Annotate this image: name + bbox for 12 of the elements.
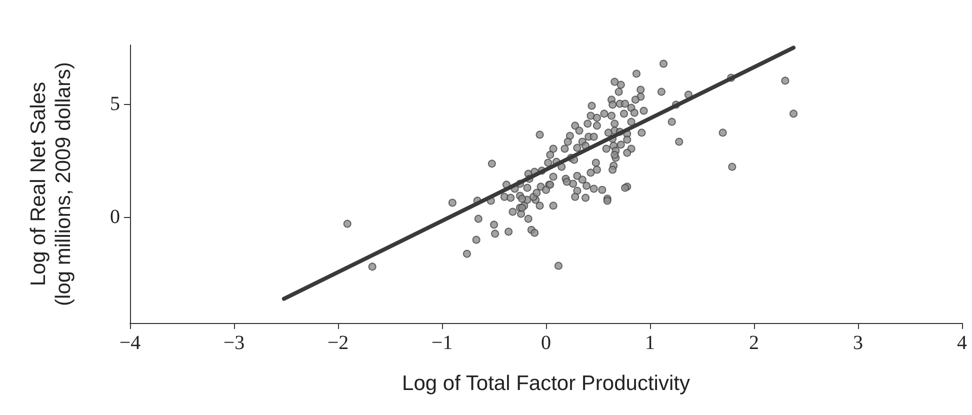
x-tick-label: 0 — [541, 332, 551, 354]
x-tick-label: 3 — [853, 332, 863, 354]
x-tick-label: 4 — [957, 332, 967, 354]
y-tick-label: 5 — [110, 92, 120, 115]
x-tick-label: −2 — [327, 332, 349, 354]
x-tick-label: −1 — [431, 332, 453, 354]
x-tick-label: 2 — [749, 332, 759, 354]
x-tick-label: −3 — [223, 332, 245, 354]
x-axis-title: Log of Total Factor Productivity — [402, 372, 690, 395]
x-tick-label: −4 — [119, 332, 141, 354]
x-tick-label: 1 — [645, 332, 655, 354]
y-axis-title: Log of Real Net Sales (log millions, 2009 dollars) — [27, 62, 75, 306]
